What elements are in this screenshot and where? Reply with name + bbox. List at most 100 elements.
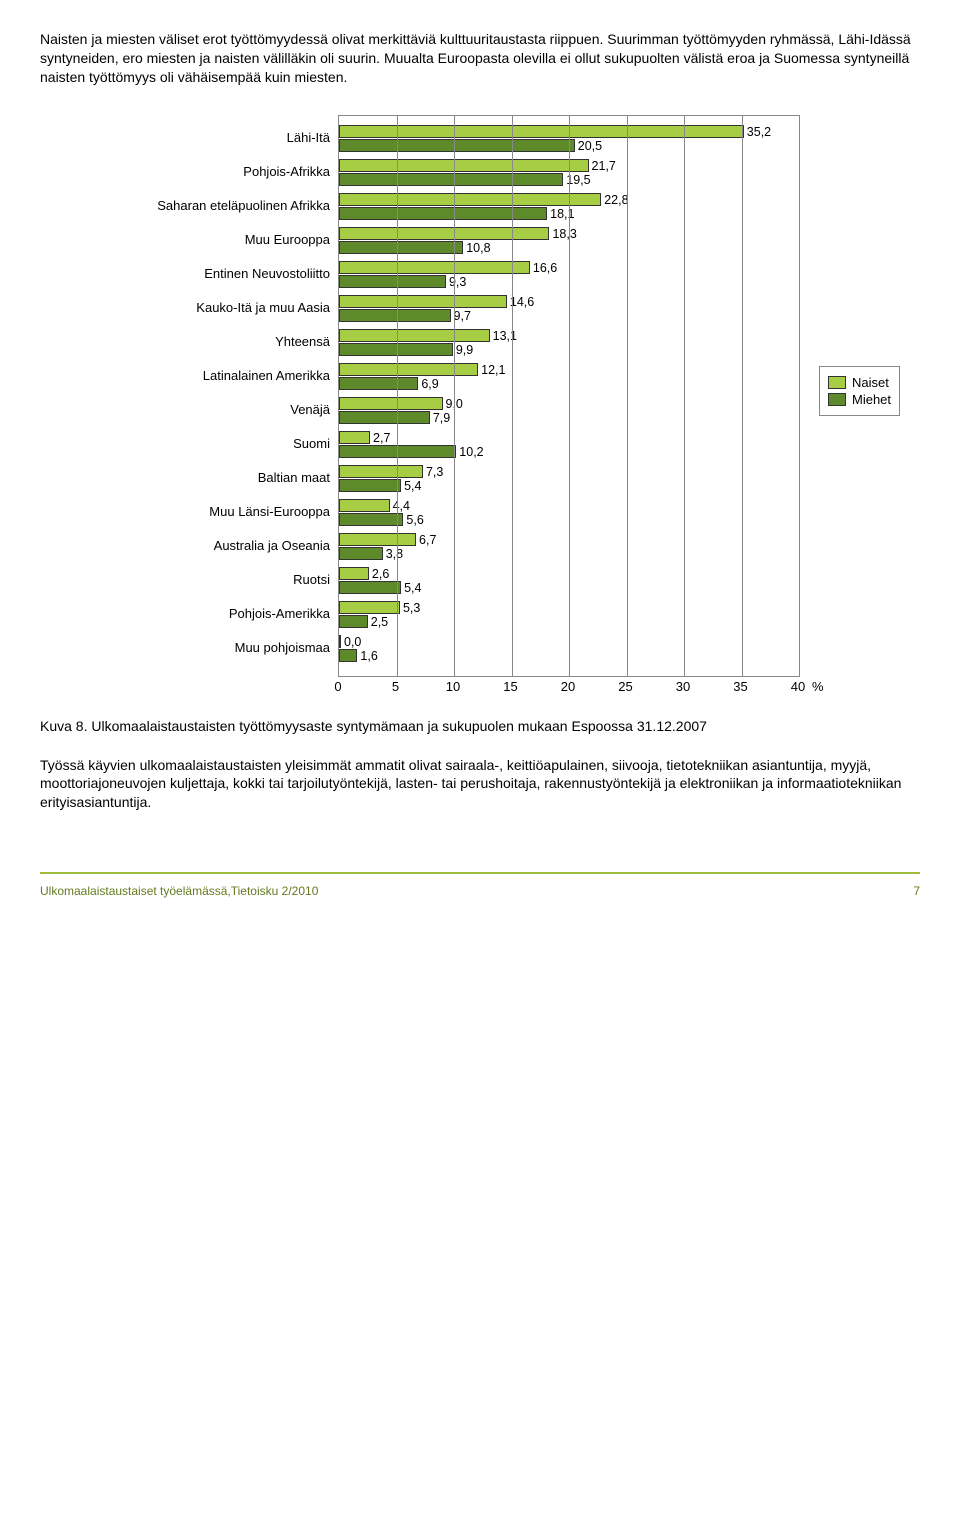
x-tick: 35: [733, 679, 747, 694]
bar-value-label: 5,6: [406, 513, 423, 527]
bar: [339, 465, 423, 478]
bar: [339, 173, 563, 186]
category-label: Muu pohjoismaa: [140, 631, 338, 665]
category-label: Yhteensä: [140, 325, 338, 359]
category-label: Muu Eurooppa: [140, 223, 338, 257]
x-tick: 25: [618, 679, 632, 694]
bar-value-label: 22,8: [604, 193, 628, 207]
bar-value-label: 2,7: [373, 431, 390, 445]
body-paragraph: Työssä käyvien ulkomaalaistaustaisten yl…: [40, 756, 920, 813]
page-number: 7: [913, 884, 920, 898]
bar-value-label: 16,6: [533, 261, 557, 275]
category-label: Suomi: [140, 427, 338, 461]
category-label: Latinalainen Amerikka: [140, 359, 338, 393]
x-tick: 20: [561, 679, 575, 694]
bar: [339, 513, 403, 526]
bar-value-label: 9,7: [454, 309, 471, 323]
bar: [339, 567, 369, 580]
bar: [339, 241, 463, 254]
category-label: Saharan eteläpuolinen Afrikka: [140, 189, 338, 223]
x-tick: 0: [334, 679, 341, 694]
legend-label: Naiset: [852, 375, 889, 390]
bar-value-label: 4,4: [393, 499, 410, 513]
x-tick: 15: [503, 679, 517, 694]
bar: [339, 377, 418, 390]
bar-value-label: 9,9: [456, 343, 473, 357]
chart-legend: Naiset Miehet: [819, 366, 900, 416]
bar-value-label: 2,6: [372, 567, 389, 581]
legend-swatch: [828, 376, 846, 389]
bar: [339, 431, 370, 444]
category-label: Pohjois-Amerikka: [140, 597, 338, 631]
page-footer: Ulkomaalaistaustaiset työelämässä,Tietoi…: [40, 872, 920, 898]
category-label: Venäjä: [140, 393, 338, 427]
bar: [339, 499, 390, 512]
chart-plot-area: 35,220,521,719,522,818,118,310,816,69,31…: [338, 115, 800, 677]
bar: [339, 649, 357, 662]
legend-label: Miehet: [852, 392, 891, 407]
bar: [339, 309, 451, 322]
bar-value-label: 13,1: [493, 329, 517, 343]
footer-source: Ulkomaalaistaustaiset työelämässä,Tietoi…: [40, 884, 318, 898]
bar: [339, 601, 400, 614]
bar: [339, 193, 601, 206]
category-label: Muu Länsi-Eurooppa: [140, 495, 338, 529]
bar: [339, 329, 490, 342]
bar: [339, 581, 401, 594]
chart-container: Lähi-ItäPohjois-AfrikkaSaharan eteläpuol…: [140, 115, 920, 699]
bar-value-label: 7,9: [433, 411, 450, 425]
bar-value-label: 20,5: [578, 139, 602, 153]
bar: [339, 411, 430, 424]
category-labels: Lähi-ItäPohjois-AfrikkaSaharan eteläpuol…: [140, 115, 338, 699]
category-label: Australia ja Oseania: [140, 529, 338, 563]
intro-paragraph: Naisten ja miesten väliset erot työttömy…: [40, 30, 920, 87]
bar: [339, 397, 443, 410]
bar-value-label: 10,2: [459, 445, 483, 459]
bar: [339, 227, 549, 240]
category-label: Entinen Neuvostoliitto: [140, 257, 338, 291]
category-label: Lähi-Itä: [140, 121, 338, 155]
bar-value-label: 7,3: [426, 465, 443, 479]
bar-value-label: 18,1: [550, 207, 574, 221]
x-tick: 40: [791, 679, 805, 694]
bar: [339, 479, 401, 492]
bar-value-label: 1,6: [360, 649, 377, 663]
bar: [339, 295, 507, 308]
x-tick: 30: [676, 679, 690, 694]
bar: [339, 159, 589, 172]
bar-value-label: 5,4: [404, 479, 421, 493]
legend-item: Naiset: [828, 375, 891, 390]
category-label: Baltian maat: [140, 461, 338, 495]
bar-value-label: 35,2: [747, 125, 771, 139]
bar-value-label: 6,9: [421, 377, 438, 391]
bar: [339, 445, 456, 458]
category-label: Kauko-Itä ja muu Aasia: [140, 291, 338, 325]
bar: [339, 363, 478, 376]
category-label: Pohjois-Afrikka: [140, 155, 338, 189]
bar: [339, 261, 530, 274]
bar: [339, 139, 575, 152]
bar: [339, 533, 416, 546]
bar-value-label: 5,3: [403, 601, 420, 615]
bar-value-label: 0,0: [344, 635, 361, 649]
bar: [339, 275, 446, 288]
bar-value-label: 21,7: [592, 159, 616, 173]
bar: [339, 547, 383, 560]
legend-item: Miehet: [828, 392, 891, 407]
bar-value-label: 18,3: [552, 227, 576, 241]
x-tick: 10: [446, 679, 460, 694]
bar-value-label: 3,8: [386, 547, 403, 561]
bar-value-label: 9,3: [449, 275, 466, 289]
x-tick: 5: [392, 679, 399, 694]
x-axis: 0510152025303540%: [338, 679, 798, 699]
category-label: Ruotsi: [140, 563, 338, 597]
x-axis-unit: %: [812, 679, 824, 694]
bar-value-label: 14,6: [510, 295, 534, 309]
chart-caption: Kuva 8. Ulkomaalaistaustaisten työttömyy…: [40, 717, 920, 736]
bar-value-label: 2,5: [371, 615, 388, 629]
bar-value-label: 5,4: [404, 581, 421, 595]
bar: [339, 635, 341, 648]
bar-value-label: 12,1: [481, 363, 505, 377]
bar: [339, 615, 368, 628]
bar-value-label: 10,8: [466, 241, 490, 255]
